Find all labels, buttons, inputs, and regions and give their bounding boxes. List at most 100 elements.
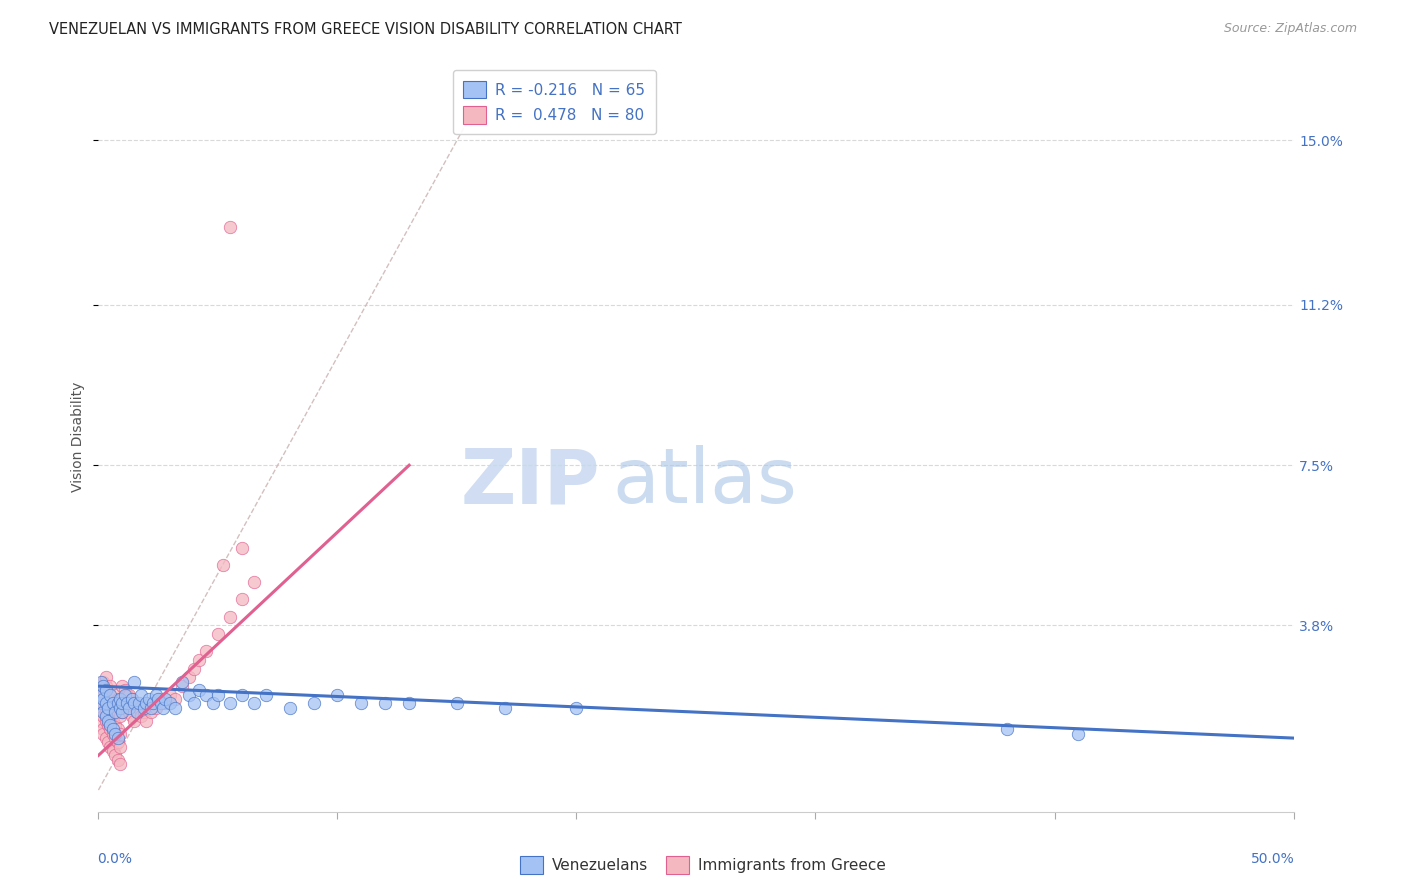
Point [163,700,186,714]
Point [159,697,181,711]
Point [128,697,150,711]
Point [104,718,127,732]
Point [91,697,114,711]
Point [91,674,114,689]
Point [231,592,253,607]
Point [124,714,146,728]
Point [97,714,120,728]
Point [243,575,266,590]
Point [94,697,117,711]
Point [107,723,129,737]
Point [302,697,325,711]
Point [108,700,131,714]
Point [187,683,209,698]
Point [183,662,205,676]
Point [118,700,141,714]
Point [138,692,160,706]
Point [98,688,122,702]
Point [104,688,127,702]
Point [104,727,127,741]
Point [219,697,242,711]
Point [91,727,114,741]
Legend: R = -0.216   N = 65, R =  0.478   N = 80: R = -0.216 N = 65, R = 0.478 N = 80 [453,70,657,135]
Point [125,705,148,719]
Point [155,692,177,706]
Point [207,688,229,702]
Point [131,709,153,723]
Text: Source: ZipAtlas.com: Source: ZipAtlas.com [1223,22,1357,36]
Point [187,653,209,667]
Point [128,700,150,714]
Point [202,697,225,711]
Point [108,757,131,772]
Point [97,735,120,749]
Point [104,705,127,719]
Point [94,731,117,745]
Point [139,705,162,719]
Point [111,697,134,711]
Point [131,688,153,702]
Point [111,679,134,693]
Point [124,697,146,711]
Point [135,697,157,711]
Point [125,705,148,719]
Point [94,683,117,698]
Point [90,697,112,711]
Point [111,692,134,706]
Point [326,688,349,702]
Point [565,700,588,714]
Point [97,705,120,719]
Point [118,688,141,702]
Point [90,674,112,689]
Text: ZIP: ZIP [461,445,600,519]
Point [219,610,242,624]
Point [108,709,131,723]
Point [179,670,201,684]
Point [494,700,516,714]
Point [132,700,155,714]
Point [90,714,112,728]
Point [1067,727,1090,741]
Point [94,679,117,693]
Legend: Venezuelans, Immigrants from Greece: Venezuelans, Immigrants from Greece [513,850,893,880]
Point [94,714,117,728]
Point [183,697,205,711]
Point [98,723,122,737]
Point [350,697,373,711]
Point [94,709,117,723]
Point [101,714,124,728]
Point [219,220,242,235]
Point [374,697,396,711]
Point [98,697,122,711]
Point [114,697,136,711]
Point [91,723,114,737]
Point [172,674,194,689]
Text: atlas: atlas [613,445,797,519]
Point [97,718,120,732]
Point [97,700,120,714]
Point [101,697,124,711]
Point [90,679,112,693]
Point [98,709,122,723]
Point [107,697,129,711]
Point [104,705,127,719]
Point [114,688,136,702]
Point [107,731,129,745]
Point [101,723,124,737]
Point [155,697,177,711]
Point [145,688,167,702]
Point [104,748,127,763]
Point [139,700,162,714]
Point [91,679,114,693]
Point [107,692,129,706]
Point [121,709,143,723]
Point [115,688,138,702]
Point [195,688,218,702]
Point [97,688,120,702]
Point [94,705,117,719]
Point [94,692,117,706]
Point [111,705,134,719]
Point [91,688,114,702]
Point [135,697,157,711]
Point [115,700,138,714]
